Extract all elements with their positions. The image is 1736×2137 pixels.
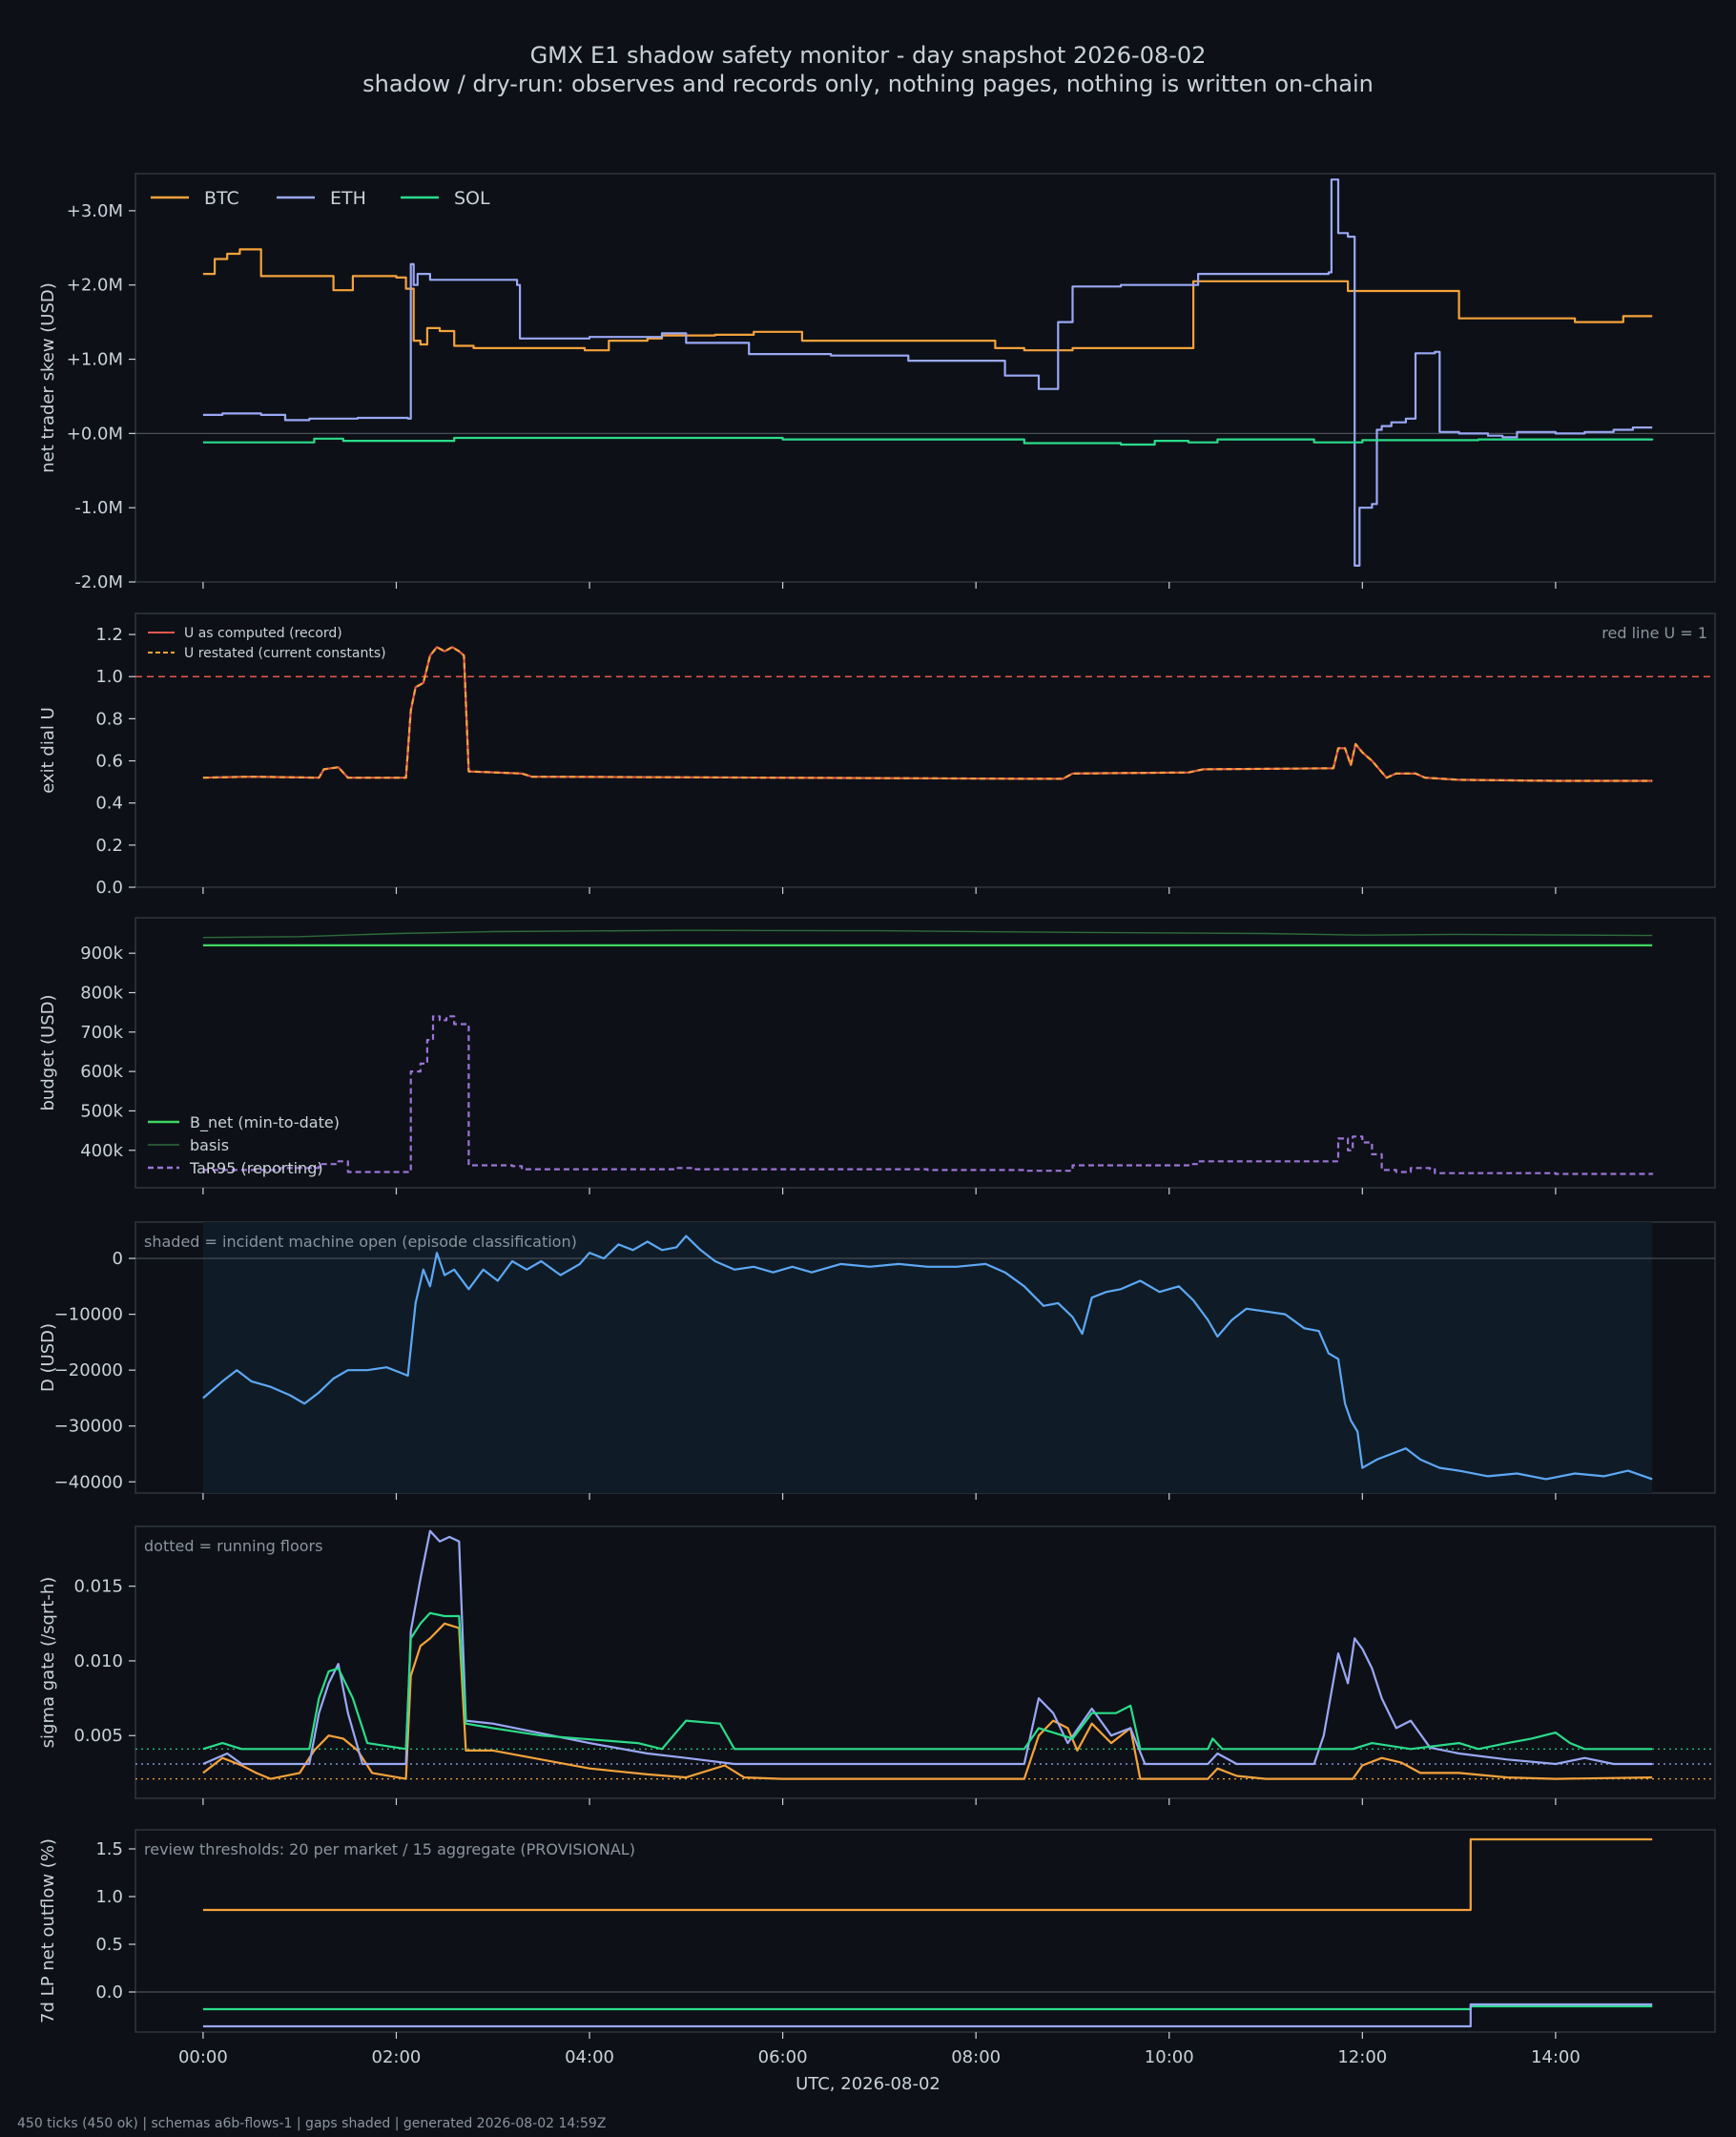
x-tick-label: 06:00: [758, 2047, 808, 2067]
d_usd-ytick-label: 0: [113, 1249, 123, 1269]
exit_dial-series-u-as-computed-record-: [202, 646, 1653, 782]
lp_outflow-y-axis-label: 7d LP net outflow (%): [38, 1838, 58, 2023]
d_usd-ytick-label: −20000: [54, 1360, 123, 1380]
lp_outflow-annotation: review thresholds: 20 per market / 15 ag…: [144, 1840, 635, 1858]
chart-title: GMX E1 shadow safety monitor - day snaps…: [530, 42, 1207, 69]
lp_outflow-ytick-label: 0.0: [95, 1982, 123, 2002]
skew-ytick-label: +2.0M: [67, 276, 123, 296]
exit_dial-ytick-label: 1.2: [95, 625, 123, 645]
d_usd-annotation: shaded = incident machine open (episode …: [144, 1233, 577, 1251]
budget-frame: [134, 917, 1716, 1189]
sigma_gate-ytick-label: 0.005: [73, 1726, 123, 1746]
exit_dial-ytick-label: 0.4: [95, 794, 123, 814]
sigma_gate-y-axis-label: sigma gate (/sqrt-h): [38, 1577, 58, 1749]
x-tick-label: 02:00: [372, 2047, 422, 2067]
exit_dial-ytick-label: 0.6: [95, 752, 123, 772]
exit_dial-legend-label: U as computed (record): [184, 626, 342, 641]
x-tick-label: 10:00: [1145, 2047, 1194, 2067]
d_usd-series-d: [202, 1234, 1653, 1481]
panel-lp_outflow: 0.0 0.5 1.0 1.5 00:00 02:00 04:00 06:00 08:00 10:…: [38, 1829, 1716, 2067]
panel-skew: +3.0M +2.0M +1.0M +0.0M -1.0M -2.0M net trader…: [38, 173, 1716, 592]
d_usd-ytick-label: −30000: [54, 1417, 123, 1437]
x-axis-label: UTC, 2026-08-02: [796, 2074, 940, 2094]
budget-ytick-label: 600k: [80, 1062, 123, 1082]
skew-ytick-label: +1.0M: [67, 350, 123, 370]
budget-ytick-label: 700k: [80, 1023, 123, 1043]
sigma_gate-series-eth: [202, 1529, 1653, 1766]
exit_dial-ytick-label: 0.8: [95, 709, 123, 729]
budget-legend-label: basis: [190, 1136, 229, 1154]
x-tick-label: 04:00: [565, 2047, 614, 2067]
budget-legend-label: TaR95 (reporting): [189, 1159, 323, 1177]
d_usd-y-axis-label: D (USD): [38, 1323, 58, 1392]
panel-budget: 400k 500k 600k 700k 800k 900k budget (USD) B_ne…: [38, 917, 1716, 1194]
lp_outflow-ytick-label: 0.5: [95, 1935, 123, 1955]
exit_dial-ytick-label: 0.2: [95, 836, 123, 856]
panel-sigma_gate: 0.005 0.010 0.015 sigma gate (/sqrt-h) dotte…: [38, 1525, 1716, 1805]
lp_outflow-series-btc: [202, 1837, 1653, 1912]
exit_dial-series-u-restated-current-constants-: [202, 646, 1653, 782]
skew-legend-label: SOL: [454, 188, 490, 209]
sigma_gate-series-sol: [202, 1611, 1653, 1751]
d_usd-incident-shade: [202, 1222, 1653, 1493]
lp_outflow-ytick-label: 1.0: [95, 1887, 123, 1907]
sigma_gate-annotation: dotted = running floors: [144, 1537, 322, 1555]
budget-y-axis-label: budget (USD): [38, 994, 58, 1110]
footer-status: 450 ticks (450 ok) | schemas a6b-flows-1…: [17, 2116, 606, 2131]
skew-series-eth: [202, 178, 1653, 567]
lp_outflow-frame: [134, 1829, 1716, 2033]
d_usd-ytick-label: −40000: [54, 1472, 123, 1492]
panel-exit_dial: 0.0 0.2 0.4 0.6 0.8 1.0 1.2 exit dial U red line…: [38, 612, 1716, 898]
exit_dial-legend-label: U restated (current constants): [184, 646, 386, 661]
budget-ytick-label: 900k: [80, 944, 123, 964]
skew-ytick-label: -1.0M: [74, 498, 123, 518]
panels: +3.0M +2.0M +1.0M +0.0M -1.0M -2.0M net trader…: [38, 173, 1716, 2067]
skew-ytick-label: +3.0M: [67, 201, 123, 221]
skew-ytick-label: -2.0M: [74, 572, 123, 592]
budget-legend-label: B_net (min-to-date): [190, 1113, 340, 1132]
skew-frame: [134, 173, 1716, 583]
x-tick-label: 14:00: [1531, 2047, 1581, 2067]
skew-series-btc: [202, 248, 1653, 352]
budget-ytick-label: 500k: [80, 1101, 123, 1121]
skew-ytick-label: +0.0M: [67, 424, 123, 444]
budget-ytick-label: 800k: [80, 983, 123, 1003]
skew-series-sol: [202, 436, 1654, 446]
exit_dial-ytick-label: 1.0: [95, 667, 123, 687]
chart-subtitle: shadow / dry-run: observes and records o…: [362, 71, 1374, 97]
sigma_gate-ytick-label: 0.010: [73, 1651, 123, 1671]
x-tick-label: 00:00: [178, 2047, 228, 2067]
budget-series-basis: [202, 929, 1653, 939]
sigma_gate-ytick-label: 0.015: [73, 1577, 123, 1597]
d_usd-ytick-label: −10000: [54, 1305, 123, 1325]
skew-y-axis-label: net trader skew (USD): [38, 282, 58, 473]
panel-d_usd: 0 −10000 −20000 −30000 −40000 D (USD) shaded =…: [38, 1221, 1716, 1500]
exit_dial-y-axis-label: exit dial U: [38, 707, 58, 794]
budget-ytick-label: 400k: [80, 1141, 123, 1161]
exit_dial-frame: [134, 612, 1716, 888]
exit_dial-annotation: red line U = 1: [1602, 624, 1707, 642]
lp_outflow-series-eth: [202, 2002, 1653, 2028]
skew-legend-label: ETH: [330, 188, 366, 209]
sigma_gate-series-btc: [202, 1622, 1653, 1780]
budget-series-tar95-reporting-: [202, 1015, 1654, 1175]
skew-legend-label: BTC: [204, 188, 239, 209]
sigma_gate-frame: [134, 1525, 1716, 1799]
lp_outflow-ytick-label: 1.5: [95, 1839, 123, 1859]
lp_outflow-series-sol: [202, 2004, 1653, 2011]
x-tick-label: 08:00: [951, 2047, 1001, 2067]
exit_dial-ytick-label: 0.0: [95, 878, 123, 898]
x-tick-label: 12:00: [1337, 2047, 1387, 2067]
